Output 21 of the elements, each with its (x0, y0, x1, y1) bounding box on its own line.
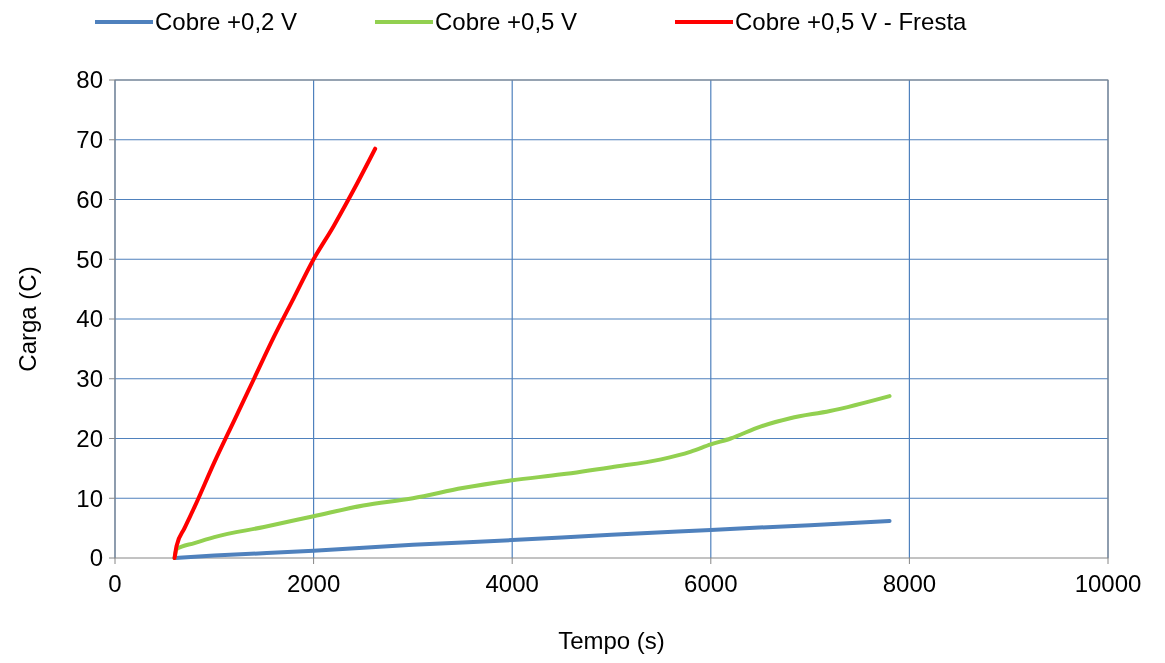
y-tick-label: 60 (76, 185, 103, 213)
x-tick-label: 2000 (286, 570, 341, 597)
y-tick-label: 40 (76, 305, 103, 333)
y-tick-label: 20 (76, 424, 103, 452)
x-tick-label: 6000 (684, 570, 738, 597)
legend-label: Cobre +0,5 V - Fresta (735, 8, 968, 36)
x-tick-label: 10000 (1074, 570, 1142, 597)
y-axis-title: Carga (C) (14, 266, 41, 372)
legend-label: Cobre +0,5 V (435, 8, 578, 36)
y-tick-label: 0 (89, 544, 103, 572)
line-series (172, 146, 378, 560)
y-tick-label: 10 (76, 484, 103, 512)
y-tick-label: 70 (76, 126, 103, 154)
x-axis-title: Tempo (s) (558, 627, 665, 654)
legend-label: Cobre +0,2 V (155, 8, 298, 36)
x-tick-label: 0 (108, 570, 122, 597)
y-tick-label: 50 (76, 245, 103, 273)
x-tick-label: 4000 (485, 570, 539, 597)
y-tick-label: 80 (76, 66, 103, 94)
x-tick-label: 8000 (882, 570, 937, 597)
y-tick-label: 30 (76, 365, 103, 393)
